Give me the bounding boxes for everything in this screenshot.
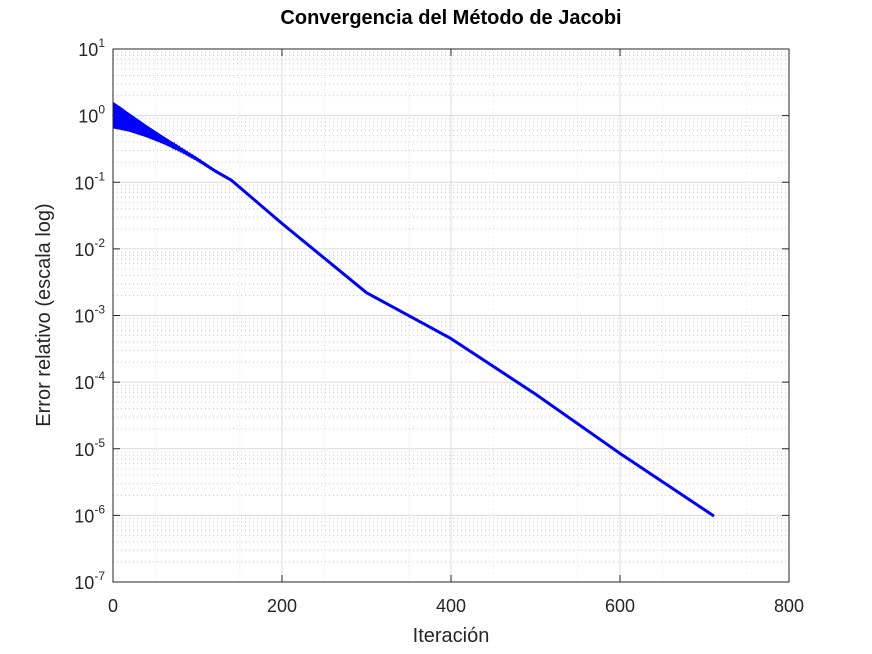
y-tick-label: 10-4: [74, 369, 105, 393]
y-tick-label: 10-3: [74, 303, 105, 327]
ticks: [112, 48, 790, 583]
y-tick-label: 10-1: [74, 169, 105, 193]
y-tick-label: 10-2: [74, 236, 105, 260]
y-axis-label: Error relativo (escala log): [33, 203, 55, 426]
data-layer: [112, 102, 715, 517]
x-tick-label: 0: [108, 596, 118, 616]
y-tick-label: 101: [78, 36, 105, 60]
y-tick-label: 100: [78, 103, 105, 127]
x-tick-label: 600: [605, 596, 635, 616]
y-tick-label: 10-6: [74, 502, 105, 526]
grid: [112, 48, 790, 583]
x-axis-label: Iteración: [413, 625, 490, 647]
x-tick-label: 800: [774, 596, 804, 616]
y-tick-label: 10-7: [74, 569, 105, 593]
tick-labels: 0 200 400 600 800 10-7 10-6 10-5 10-4 10-3 10-2 10-…: [74, 36, 804, 616]
chart-title: Convergencia del Método de Jacobi: [280, 7, 621, 29]
x-tick-label: 400: [436, 596, 466, 616]
x-tick-label: 200: [267, 596, 297, 616]
y-tick-label: 10-5: [74, 436, 105, 460]
series-line: [112, 114, 715, 517]
